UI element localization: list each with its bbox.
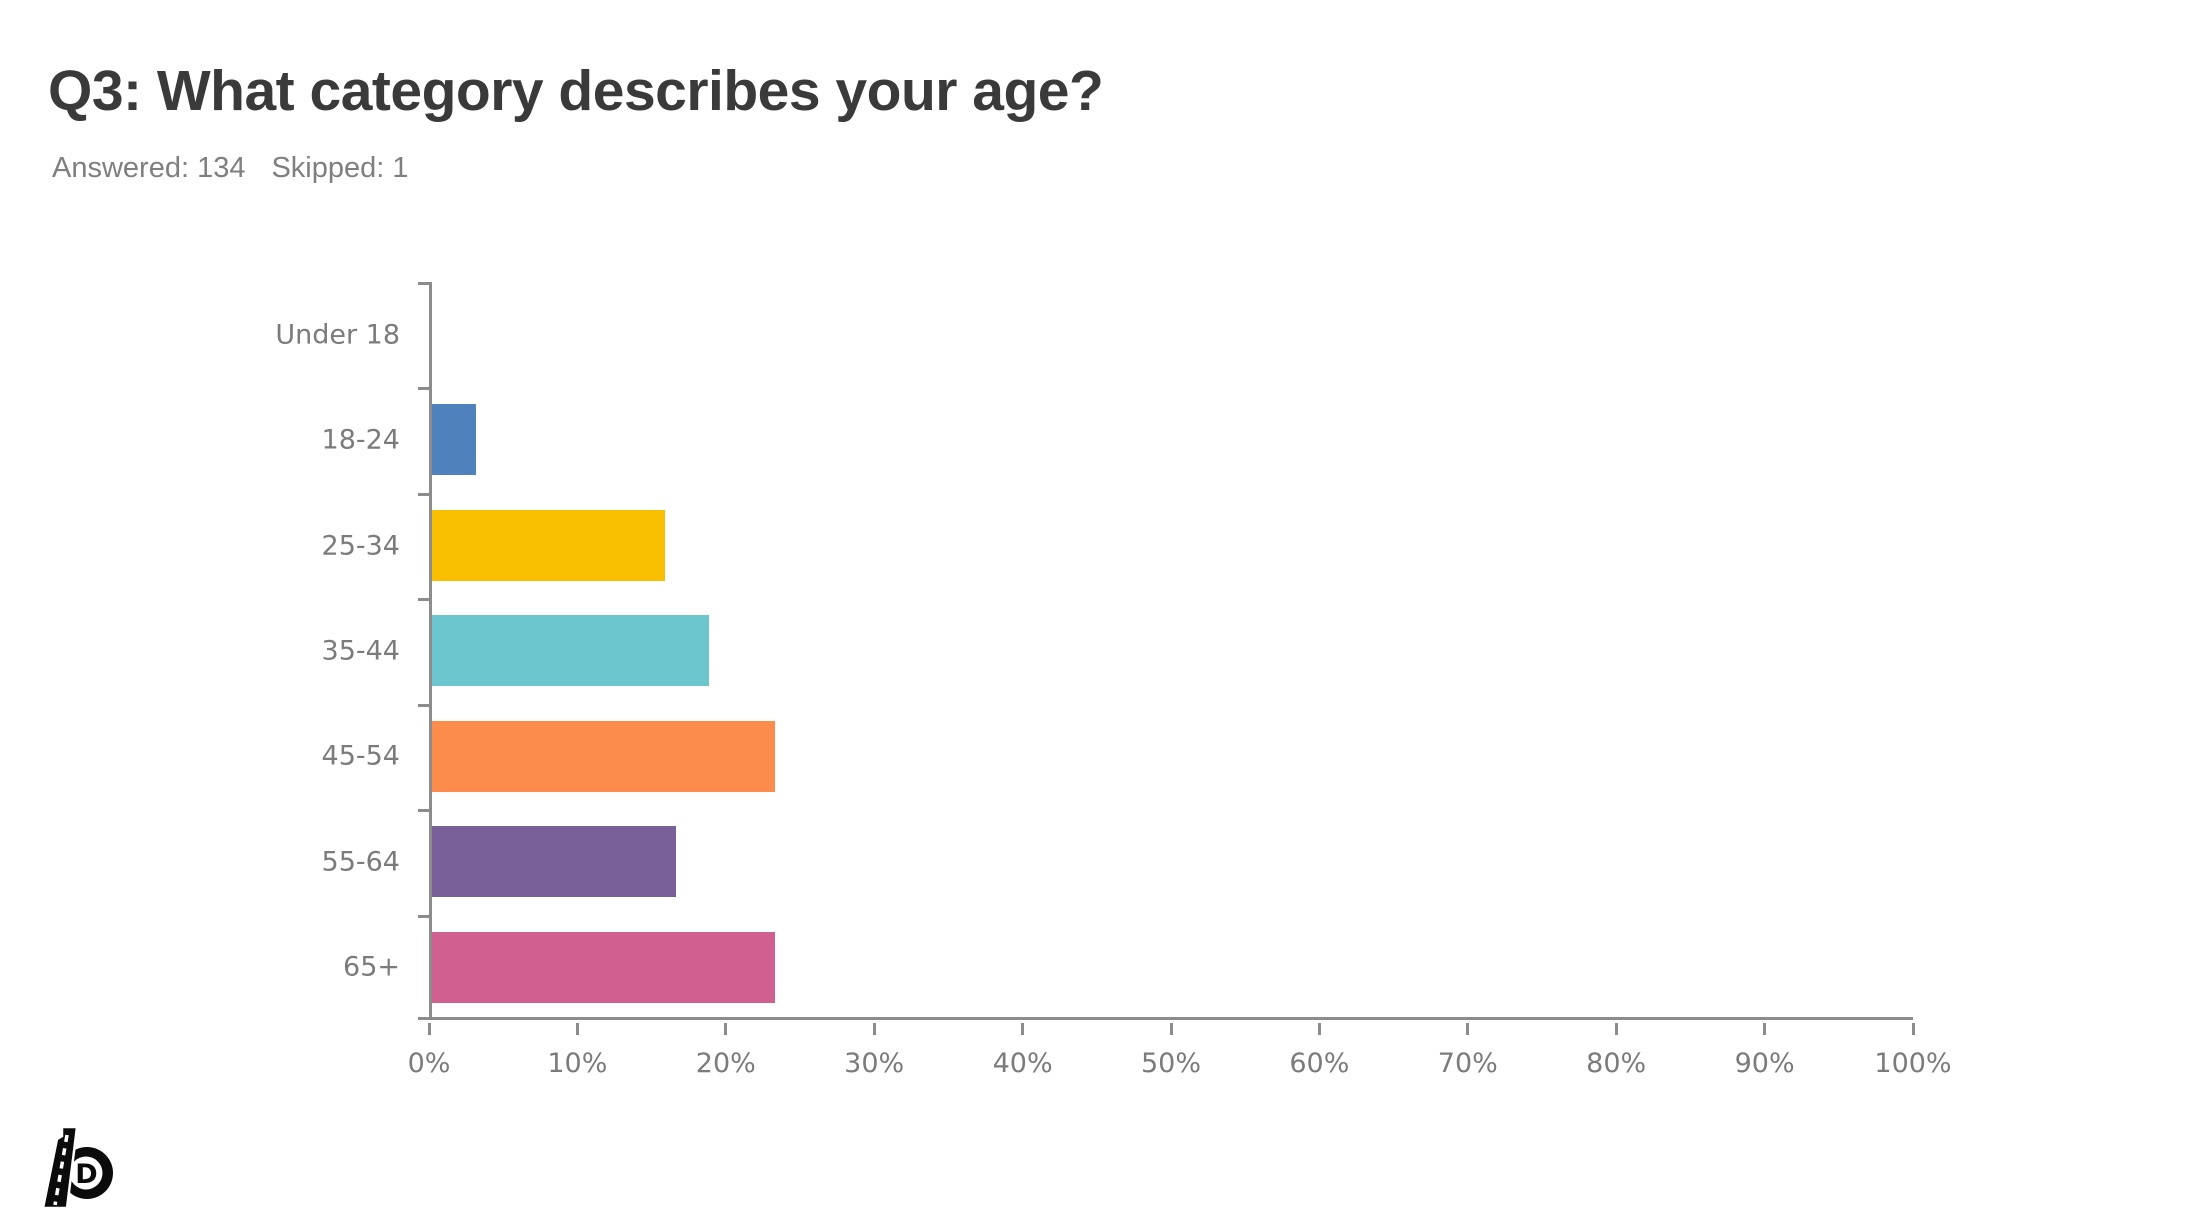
category-row: 35-44 <box>322 598 1913 703</box>
x-axis-tick <box>872 1023 876 1035</box>
x-axis-tick <box>1317 1023 1321 1035</box>
x-axis-tick-label: 30% <box>844 1048 905 1079</box>
y-axis-tick <box>418 598 429 602</box>
category-label: 18-24 <box>321 424 400 456</box>
x-axis-tick-label: 40% <box>992 1048 1053 1079</box>
x-axis-tick-label: 60% <box>1289 1048 1350 1079</box>
x-axis-tick-label: 90% <box>1734 1048 1795 1079</box>
y-axis-tick <box>418 914 429 918</box>
x-axis-tick <box>1021 1023 1025 1035</box>
x-axis-tick-label: 10% <box>547 1048 608 1079</box>
value-bar <box>432 509 665 581</box>
question-title: Q3: What category describes your age? <box>48 59 1104 123</box>
y-axis-tick <box>418 1017 429 1020</box>
y-axis-tick <box>418 809 429 813</box>
value-bar <box>432 720 776 792</box>
category-label: 25-34 <box>321 530 400 562</box>
category-row: 45-54 <box>322 704 1913 809</box>
y-axis-tick <box>418 387 429 391</box>
x-axis-tick <box>427 1023 431 1035</box>
skipped-count: Skipped: 1 <box>271 152 409 184</box>
x-axis-tick <box>1614 1023 1618 1035</box>
logo-road-dashes <box>53 1134 69 1206</box>
x-axis-tick-label: 70% <box>1437 1048 1498 1079</box>
x-axis-tick-label: 50% <box>1140 1048 1202 1079</box>
category-row: 25-34 <box>322 493 1913 598</box>
category-row: 65+ <box>343 915 1913 1020</box>
category-label: Under 18 <box>275 319 400 351</box>
company-logo: D <box>41 1125 113 1210</box>
value-bar <box>432 404 477 476</box>
x-axis-tick-label: 20% <box>695 1048 756 1079</box>
x-axis-tick <box>1169 1023 1173 1035</box>
answered-count: Answered: 134 <box>52 152 246 184</box>
x-axis-tick-label: 100% <box>1874 1048 1952 1079</box>
response-stats: Answered: 134 Skipped: 1 <box>52 152 409 185</box>
logo-bowl-counter <box>69 1156 103 1190</box>
value-bar <box>432 931 776 1003</box>
y-axis-tick <box>418 282 429 285</box>
x-axis-tick <box>1466 1023 1470 1035</box>
y-axis-line <box>429 282 432 1020</box>
x-axis-tick <box>1911 1023 1915 1035</box>
value-bar <box>432 826 676 898</box>
x-axis-tick-label: 80% <box>1586 1048 1647 1079</box>
x-axis-tick <box>1763 1023 1767 1035</box>
category-row: Under 18 <box>275 282 1913 387</box>
category-row: 55-64 <box>322 809 1913 914</box>
x-axis-line <box>429 1017 1913 1020</box>
category-label: 55-64 <box>321 846 400 878</box>
y-axis-tick <box>418 492 429 496</box>
x-axis-tick <box>724 1023 728 1035</box>
category-row: 18-24 <box>322 387 1913 492</box>
x-axis-tick-label: 0% <box>407 1048 451 1079</box>
category-label: 45-54 <box>321 740 400 772</box>
value-bar <box>432 615 709 687</box>
y-axis-tick <box>418 703 429 707</box>
category-label: 35-44 <box>321 635 400 667</box>
category-label: 65+ <box>343 951 400 983</box>
x-axis-tick <box>575 1023 579 1035</box>
plot-area: Under 18 18-24 25-34 35-44 45-54 55-64 65+ 0% 10… <box>275 282 1952 1079</box>
logo-letter: D <box>75 1159 97 1190</box>
